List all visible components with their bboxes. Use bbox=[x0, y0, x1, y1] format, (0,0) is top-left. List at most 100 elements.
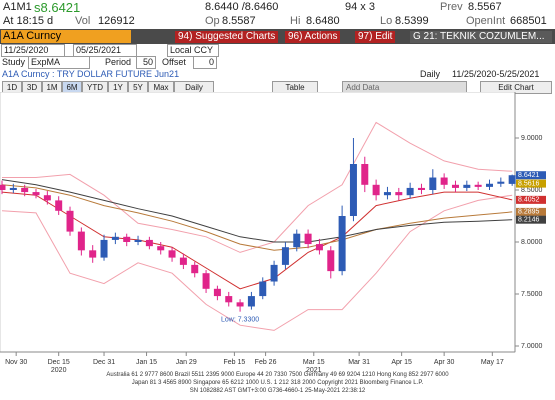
candle-body bbox=[179, 257, 187, 265]
plot-area bbox=[0, 92, 516, 353]
edit-chart-button[interactable]: Edit Chart bbox=[480, 81, 552, 94]
price-tag-label: 8.4052 bbox=[518, 197, 540, 204]
candle-body bbox=[372, 184, 380, 196]
price-tag bbox=[516, 179, 546, 188]
op: 8.5587 bbox=[222, 15, 256, 27]
candle-body bbox=[270, 264, 278, 282]
candle-body bbox=[247, 296, 255, 307]
candle-body bbox=[77, 231, 85, 251]
x-tick-label: Apr 15 bbox=[391, 359, 412, 366]
candle-body bbox=[100, 239, 108, 258]
x-tick-label: Apr 30 bbox=[434, 359, 455, 366]
open-interest: 668501 bbox=[510, 15, 547, 27]
candle-body bbox=[508, 175, 516, 184]
candle-body bbox=[134, 239, 142, 242]
x-tick-label: Nov 30 bbox=[5, 359, 27, 366]
candle-body bbox=[338, 216, 346, 272]
edit-button[interactable]: 97) Edit bbox=[355, 31, 396, 43]
period-label: Period bbox=[105, 57, 132, 67]
x-tick-label: Feb 26 bbox=[255, 359, 277, 366]
candle-body bbox=[66, 210, 74, 232]
candle-body bbox=[55, 200, 63, 211]
period-input[interactable]: 50 bbox=[136, 56, 156, 69]
vol: 126912 bbox=[98, 15, 135, 27]
candle-body bbox=[213, 288, 221, 297]
candle-body bbox=[157, 246, 165, 251]
price-tag bbox=[516, 207, 546, 216]
study-line bbox=[1, 179, 513, 243]
oi-label: OpenInt bbox=[466, 15, 506, 27]
tab-5y[interactable]: 5Y bbox=[128, 81, 148, 94]
candle-body bbox=[191, 264, 199, 274]
candle-body bbox=[406, 187, 414, 196]
price-chart: 9.0000 8.5000 8.0000 7.5000 7.0000 Nov 30 Dec … bbox=[0, 92, 546, 372]
candle-body bbox=[383, 192, 391, 196]
price-tag-label: 8.2895 bbox=[518, 209, 540, 216]
candle-body bbox=[463, 184, 471, 188]
op-label: Op bbox=[205, 15, 220, 27]
tab-1m[interactable]: 1M bbox=[42, 81, 62, 94]
end-date[interactable]: 05/25/2021 bbox=[73, 44, 137, 57]
price-tag-label: 8.6421 bbox=[518, 172, 540, 179]
candle-body bbox=[111, 236, 119, 240]
candle-body bbox=[202, 273, 210, 289]
candle-body bbox=[145, 239, 153, 247]
study-select[interactable]: ExpMA bbox=[28, 56, 90, 69]
suggested-charts-button[interactable]: 94) Suggested Charts bbox=[175, 31, 279, 43]
offset-input[interactable]: 0 bbox=[193, 56, 217, 69]
price-tag bbox=[516, 215, 546, 224]
candle-body bbox=[417, 187, 425, 190]
candle-body bbox=[485, 183, 493, 187]
offset-label: Offset bbox=[162, 57, 186, 67]
footer-line: Australia 61 2 9777 8600 Brazil 5511 239… bbox=[106, 372, 449, 378]
chart-subtitle: A1A Curncy : TRY DOLLAR FUTURE Jun21 bbox=[2, 69, 180, 79]
x-tick-label: Dec 15 bbox=[48, 359, 70, 366]
page-title: G 21: TEKNIK COZUMLEM... bbox=[410, 31, 552, 43]
x-tick-label: Dec 31 bbox=[93, 359, 115, 366]
candle-body bbox=[315, 244, 323, 251]
candle-body bbox=[361, 164, 369, 185]
x-tick-label: Jan 15 bbox=[136, 359, 157, 366]
time: At 18:15 d bbox=[3, 15, 54, 27]
candle-body bbox=[451, 184, 459, 188]
candle-body bbox=[0, 184, 6, 190]
candle-body bbox=[281, 247, 289, 265]
hi: 8.6480 bbox=[306, 15, 340, 27]
table-button[interactable]: Table bbox=[272, 81, 318, 94]
x-tick-label: Mar 15 bbox=[303, 359, 325, 366]
candle-body bbox=[327, 250, 335, 272]
y-tick-label: 8.0000 bbox=[521, 239, 543, 246]
candle-body bbox=[474, 184, 482, 187]
candle-body bbox=[225, 296, 233, 303]
study-line bbox=[1, 191, 513, 290]
actions-button[interactable]: 96) Actions bbox=[285, 31, 341, 43]
y-tick-label: 7.0000 bbox=[521, 343, 543, 350]
candle-body bbox=[349, 164, 357, 216]
candle-body bbox=[32, 192, 40, 196]
tab-1d[interactable]: 1D bbox=[2, 81, 22, 94]
y-tick-label: 7.5000 bbox=[521, 291, 543, 298]
prev: 8.5567 bbox=[468, 1, 502, 13]
candle-body bbox=[89, 250, 97, 258]
candle-body bbox=[259, 281, 267, 297]
study-label: Study bbox=[2, 57, 26, 67]
price-tag bbox=[516, 171, 546, 180]
x-tick-label: Feb 15 bbox=[224, 359, 246, 366]
price-tag-label: 8.2146 bbox=[518, 217, 540, 224]
x-tick-label: Mar 31 bbox=[348, 359, 370, 366]
year-label: 2021 bbox=[306, 367, 322, 372]
ticker: A1M1 bbox=[3, 1, 32, 13]
lo: 8.5399 bbox=[395, 15, 429, 27]
candle-body bbox=[395, 192, 403, 196]
x-tick-label: May 17 bbox=[481, 359, 504, 366]
security-input[interactable]: A1A Curncy bbox=[1, 30, 131, 43]
year-label: 2020 bbox=[51, 367, 67, 372]
candle-body bbox=[440, 177, 448, 185]
footer-line: SN 1082882 AST GMT+3:00 G736-4660-1 25-M… bbox=[189, 388, 366, 394]
candle-body bbox=[123, 236, 131, 242]
candle-body bbox=[9, 187, 17, 190]
hi-label: Hi bbox=[290, 15, 301, 27]
x-tick-label: Jan 29 bbox=[176, 359, 197, 366]
price-tag-label: 8.5616 bbox=[518, 180, 540, 187]
low-annotation: Low: 7.3300 bbox=[221, 317, 259, 324]
